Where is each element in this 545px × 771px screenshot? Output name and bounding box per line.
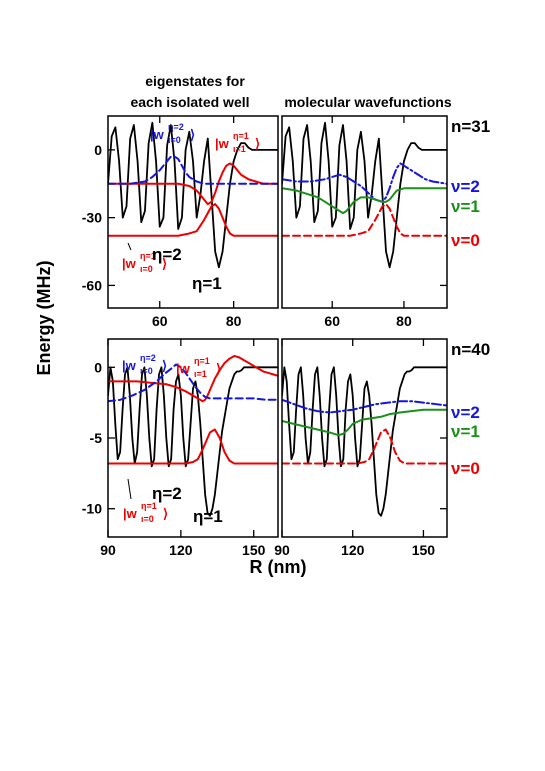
plot-frame <box>281 338 448 538</box>
x-tick-label: 120 <box>169 542 193 558</box>
ket-open: |w <box>176 361 191 376</box>
y-tick-label: 0 <box>94 359 102 375</box>
ket-label: |w η=2 ι=0 ⟩ <box>122 353 167 376</box>
y-tick-label: -30 <box>82 210 102 226</box>
series-group <box>108 354 278 517</box>
ket-close: ⟩ <box>255 136 260 151</box>
legend-label: ν=1 <box>451 422 480 441</box>
ket-label: |w η=1 ι=1 ⟩ <box>215 131 260 154</box>
ket-subscript: ι=0 <box>168 135 181 145</box>
series-line-black <box>282 121 447 269</box>
series-line-red-lower <box>108 203 278 237</box>
y-tick-label: -5 <box>90 430 103 446</box>
panel-top-right: 60 80 n=31 ν=2ν=1 ν=0 <box>281 115 490 329</box>
series-line-blue-dashed <box>108 155 278 185</box>
ket-superscript: η=1 <box>194 356 210 366</box>
plot-frame <box>281 115 448 309</box>
ket-close: ⟩ <box>162 358 167 373</box>
plot-frame <box>107 115 279 309</box>
state-label: n=40 <box>451 340 490 359</box>
title-right: molecular wavefunctions <box>284 94 451 110</box>
state-label: n=31 <box>451 117 490 136</box>
series-line-black <box>108 121 278 269</box>
y-tick-label: 0 <box>94 142 102 158</box>
legend-label: ν=1 <box>451 197 480 216</box>
series-line-blue-dashed <box>108 363 278 403</box>
x-tick-label: 80 <box>226 313 242 329</box>
x-tick-label: 60 <box>152 313 168 329</box>
series-line-black <box>282 366 447 517</box>
ket-subscript: ι=1 <box>233 144 246 154</box>
x-tick-label: 90 <box>274 542 290 558</box>
legend-label: ν=0 <box>451 231 480 250</box>
x-tick-label: 150 <box>412 542 436 558</box>
x-tick-label: 150 <box>242 542 266 558</box>
x-tick-label: 80 <box>396 313 412 329</box>
ket-label: |w η=1 ι=0 ⟩ <box>122 251 167 274</box>
legend-label: ν=0 <box>451 459 480 478</box>
eta-label: η=1 <box>193 507 223 526</box>
legend-label: ν=2 <box>451 177 480 196</box>
title-left-line1: eigenstates for <box>145 73 245 89</box>
ket-close: ⟩ <box>163 506 168 521</box>
ket-subscript: ι=1 <box>194 369 207 379</box>
series-line--1 <box>282 187 447 215</box>
ket-subscript: ι=0 <box>140 264 153 274</box>
y-tick-label: -60 <box>82 277 102 293</box>
ket-close: ⟩ <box>216 361 221 376</box>
chart-panels: 60 800-30-60|w η=2ι=0 ⟩|w η=1ι=1 ⟩|w η=1ι=0 ⟩η=… <box>82 115 490 558</box>
panel-bottom-right: 90 120 150 n=40 ν=2ν=1 ν=0 <box>274 338 490 558</box>
eta-label: η=2 <box>152 484 182 503</box>
ket-superscript: η=2 <box>168 122 184 132</box>
series-group <box>282 366 447 517</box>
x-tick-label: 60 <box>324 313 340 329</box>
series-line-red-upper <box>108 162 278 206</box>
series-line--0 <box>282 428 447 465</box>
eta-label: η=1 <box>192 274 222 293</box>
panel-top-left: 60 800-30-60|w η=2ι=0 ⟩|w η=1ι=1 ⟩|w η=1ι=0 ⟩η=… <box>82 115 279 329</box>
x-tick-label: 90 <box>100 542 116 558</box>
ket-close: ⟩ <box>162 256 167 271</box>
ket-open: |w <box>122 256 137 271</box>
series-group <box>108 121 278 269</box>
series-line-red-lower <box>108 428 278 465</box>
series-group <box>282 121 447 269</box>
title-left-line2: each isolated well <box>130 94 249 110</box>
leader-line <box>127 242 132 251</box>
series-line-black <box>108 366 278 517</box>
series-line-red-upper <box>108 354 278 403</box>
ket-superscript: η=1 <box>233 131 249 141</box>
ket-superscript: η=1 <box>140 251 156 261</box>
ket-open: |w <box>122 358 137 373</box>
ket-superscript: η=2 <box>140 353 156 363</box>
ket-label: |w η=1 ι=1 ⟩ <box>176 356 221 379</box>
x-axis-label: R (nm) <box>250 557 307 577</box>
y-tick-label: -10 <box>82 501 102 517</box>
ket-subscript: ι=0 <box>140 366 153 376</box>
ket-superscript: η=1 <box>141 501 157 511</box>
eta-label: η=2 <box>152 245 182 264</box>
series-line--2 <box>282 398 447 414</box>
ket-open: |w <box>150 127 165 142</box>
ket-subscript: ι=0 <box>141 514 154 524</box>
leader-line <box>127 478 132 500</box>
ket-label: |w η=2 ι=0 ⟩ <box>150 122 195 145</box>
ket-label: |w η=1 ι=0 ⟩ <box>123 501 168 524</box>
legend-label: ν=2 <box>451 403 480 422</box>
series-line--0 <box>282 203 447 237</box>
ket-open: |w <box>123 506 138 521</box>
y-axis-label: Energy (MHz) <box>34 260 54 375</box>
x-tick-label: 120 <box>341 542 365 558</box>
series-line--1 <box>282 408 447 437</box>
ket-open: |w <box>215 136 230 151</box>
ket-close: ⟩ <box>190 127 195 142</box>
